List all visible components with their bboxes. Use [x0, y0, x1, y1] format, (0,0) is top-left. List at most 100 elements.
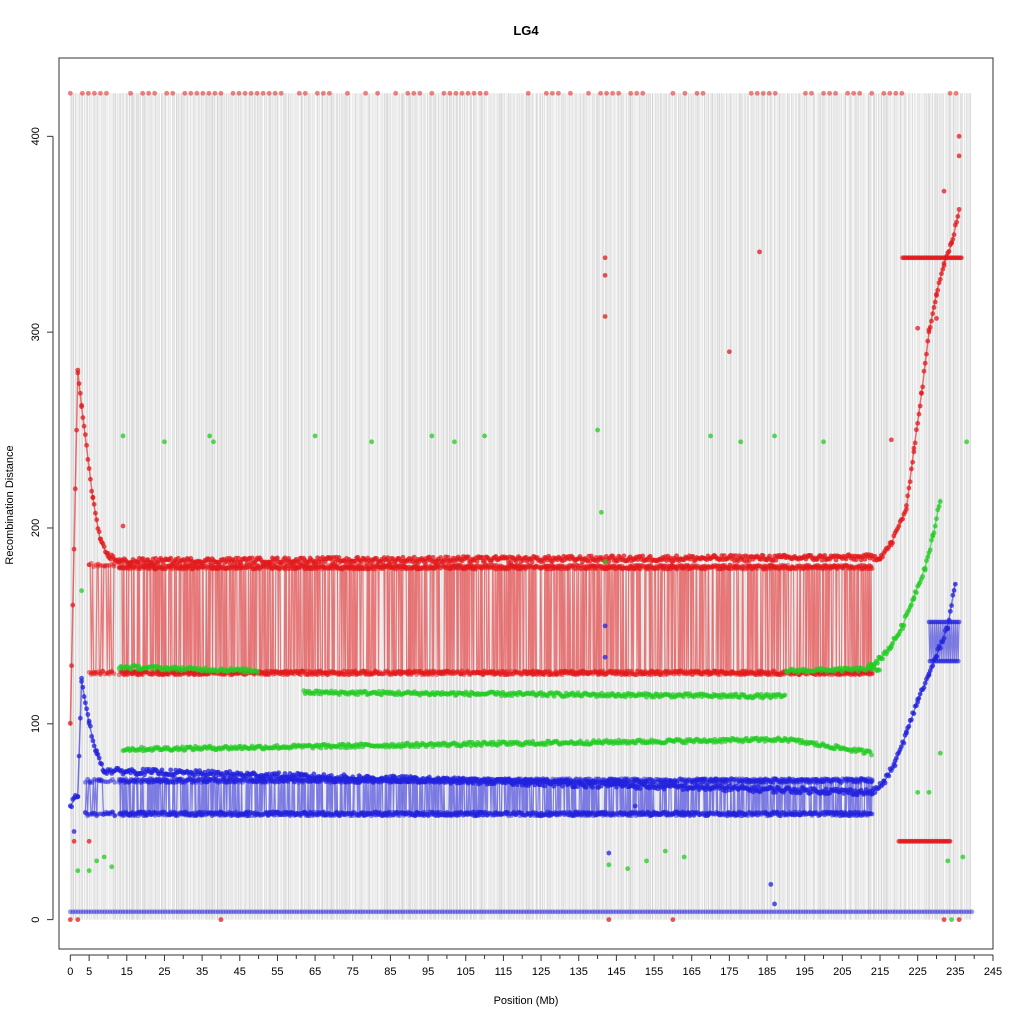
red-point [700, 90, 706, 96]
red-point [170, 90, 176, 96]
red-point [920, 384, 926, 390]
red-point [911, 445, 917, 451]
red-point [946, 248, 952, 254]
red-point [881, 90, 887, 96]
green-point [931, 530, 937, 536]
red-point [958, 255, 964, 261]
red-point [809, 90, 814, 96]
red-point [411, 90, 417, 96]
red-point [320, 90, 326, 96]
red-point [128, 90, 133, 96]
red-point [482, 559, 487, 565]
red-point [927, 324, 933, 330]
red-point [956, 917, 962, 923]
red-point [90, 495, 96, 501]
red-point [71, 838, 77, 844]
red-point [84, 442, 90, 448]
red-point [851, 90, 857, 96]
red-point [754, 90, 760, 96]
red-point [934, 316, 939, 321]
red-point [212, 90, 218, 96]
red-point [94, 517, 100, 523]
red-point [869, 566, 875, 572]
red-point [922, 360, 928, 366]
red-point [954, 219, 959, 225]
green-point [869, 752, 874, 758]
green-point [782, 692, 788, 698]
red-point [921, 368, 927, 374]
green-point [911, 596, 917, 602]
red-point [803, 90, 808, 96]
green-point [880, 656, 885, 662]
red-point [640, 553, 646, 559]
green-point [925, 554, 931, 560]
red-point [477, 90, 483, 96]
green-point [914, 590, 919, 596]
series-layer [67, 90, 975, 923]
red-point [937, 276, 943, 282]
red-band-line [88, 563, 116, 676]
red-point [314, 90, 320, 96]
red-point [164, 90, 170, 96]
red-point [953, 90, 959, 96]
red-point [248, 90, 254, 96]
red-point [74, 427, 79, 433]
red-point [236, 90, 242, 96]
red-point [896, 523, 902, 529]
red-point [79, 404, 84, 410]
red-point [757, 249, 762, 255]
red-point [925, 338, 931, 344]
red-point [104, 90, 109, 96]
red-point [75, 370, 81, 376]
green-point [875, 660, 880, 666]
red-point [888, 437, 894, 443]
red-point [120, 523, 126, 529]
red-point [555, 90, 561, 96]
red-point [86, 466, 92, 471]
red-point [726, 349, 732, 355]
red-point [568, 90, 573, 96]
red-band-line [118, 563, 873, 678]
red-point [905, 493, 911, 499]
red-point [218, 90, 224, 96]
red-point [932, 299, 938, 305]
red-point [85, 90, 91, 96]
green-point [922, 566, 928, 571]
red-point [914, 427, 919, 433]
red-point [70, 602, 76, 608]
red-point [893, 90, 899, 96]
red-point [931, 305, 937, 310]
red-point [845, 90, 851, 96]
red-point [941, 188, 947, 194]
red-point [111, 671, 117, 677]
red-point [929, 318, 934, 324]
red-point [616, 90, 622, 96]
red-point [242, 90, 248, 96]
red-point [254, 90, 260, 96]
red-point [89, 488, 95, 494]
red-point [602, 255, 608, 261]
red-point [947, 90, 953, 96]
red-point [76, 381, 82, 386]
red-point [947, 838, 953, 844]
red-point [405, 90, 411, 96]
red-point [919, 391, 924, 396]
red-point [907, 479, 913, 485]
red-point [950, 236, 956, 242]
red-point [939, 271, 944, 277]
red-point [910, 459, 916, 465]
red-point [621, 553, 627, 559]
green-point [890, 640, 895, 646]
red-point [471, 90, 477, 96]
red-point [92, 90, 97, 96]
red-point [951, 232, 957, 238]
red-point [857, 90, 863, 96]
green-point [936, 504, 942, 509]
red-point [869, 90, 875, 96]
green-point [877, 667, 882, 673]
red-point [766, 90, 772, 96]
red-point [375, 90, 381, 96]
red-point [909, 466, 914, 472]
red-point [429, 90, 435, 96]
green-point [901, 623, 907, 628]
